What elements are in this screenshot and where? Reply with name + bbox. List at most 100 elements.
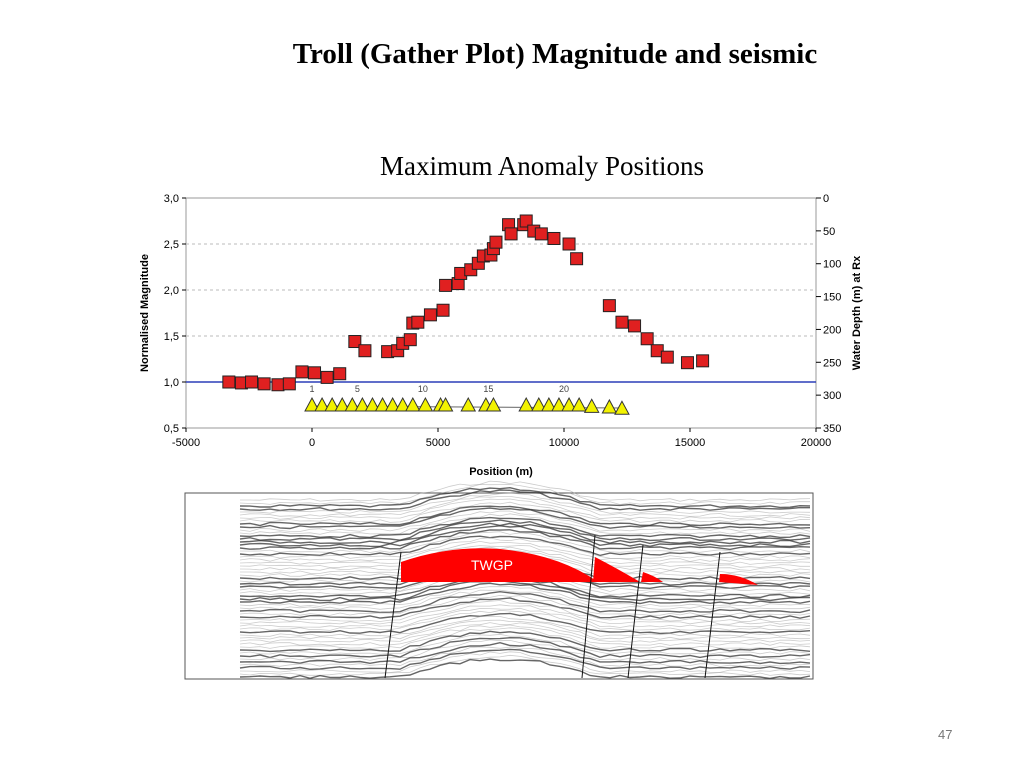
y2-tick-label: 0 <box>823 193 829 205</box>
magnitude-marker <box>504 227 518 241</box>
seismic-reflector <box>239 597 811 619</box>
magnitude-marker <box>696 354 710 368</box>
seismic-section-image: TWGP <box>184 480 814 680</box>
x-axis-title: Position (m) <box>469 466 533 478</box>
receiver-marker <box>344 396 361 412</box>
seismic-reflector <box>239 600 811 622</box>
receiver-marker <box>324 396 340 412</box>
seismic-reflector <box>239 496 811 517</box>
twgp-reservoir-segment <box>641 572 663 582</box>
x-tick-label: 0 <box>309 437 315 449</box>
seismic-reflector <box>239 612 811 635</box>
magnitude-marker <box>640 332 654 346</box>
magnitude-marker <box>308 366 322 380</box>
receiver-label: 10 <box>418 384 428 394</box>
chart-title: Maximum Anomaly Positions <box>380 151 704 181</box>
receiver-marker <box>384 396 401 412</box>
seismic-reflector <box>239 540 811 562</box>
magnitude-marker <box>534 227 548 241</box>
seismic-reflector <box>239 483 811 505</box>
twgp-label: TWGP <box>471 557 513 573</box>
seismic-reflector <box>239 579 810 602</box>
twgp-reservoir-segment <box>593 557 640 582</box>
receiver-marker <box>304 396 320 412</box>
magnitude-marker <box>333 367 347 381</box>
seismic-reflectors <box>239 480 811 680</box>
seismic-reflector <box>239 607 811 628</box>
seismic-reflector <box>239 507 811 530</box>
seismic-reflector <box>239 646 811 667</box>
seismic-reflector <box>239 501 811 523</box>
magnitude-marker <box>348 335 362 349</box>
magnitude-marker <box>436 303 450 317</box>
receiver-marker <box>374 396 391 412</box>
y-tick-label: 1,0 <box>164 377 179 389</box>
magnitude-marker <box>519 214 533 228</box>
receiver-marker <box>541 396 557 412</box>
seismic-reflector <box>239 615 811 637</box>
seismic-reflector <box>239 513 811 535</box>
magnitude-marker <box>222 375 236 389</box>
y-tick-label: 1,5 <box>164 331 179 343</box>
seismic-reflector <box>239 498 811 520</box>
receiver-marker <box>334 396 351 412</box>
receiver-marker <box>485 396 502 412</box>
receiver-marker <box>460 396 477 412</box>
seismic-reflector <box>239 641 811 665</box>
y-axis-title: Normalised Magnitude <box>139 254 151 372</box>
magnitude-marker <box>423 308 437 322</box>
receiver-marker <box>314 396 330 412</box>
seismic-reflector <box>239 535 811 557</box>
seismic-reflector <box>239 486 811 509</box>
fault-line <box>384 551 402 679</box>
receiver-marker <box>437 396 454 412</box>
y2-tick-label: 200 <box>823 324 841 336</box>
y-tick-label: 2,0 <box>164 285 179 297</box>
plot-frame <box>185 197 817 429</box>
fault-line <box>704 551 721 679</box>
seismic-reflector <box>239 589 811 610</box>
seismic-reflector <box>239 651 811 673</box>
receiver-marker <box>561 396 577 412</box>
receiver-marker <box>354 396 371 412</box>
seismic-reflector <box>239 633 811 655</box>
receiver-marker <box>364 396 381 412</box>
receiver-marker <box>601 398 618 414</box>
seismic-reflector <box>239 519 811 542</box>
receiver-marker <box>394 396 411 412</box>
x-tick-label: 5000 <box>426 437 450 449</box>
magnitude-marker <box>257 377 271 391</box>
y2-tick-label: 300 <box>823 390 841 402</box>
chart-plot-area: 0,51,01,52,02,53,0 050100150200250300350-… <box>139 193 863 478</box>
seismic-reflector <box>239 636 811 659</box>
seismic-reflector <box>239 489 811 512</box>
twgp-reservoir-main <box>401 548 598 582</box>
magnitude-marker <box>547 231 561 245</box>
y2-tick-label: 250 <box>823 357 841 369</box>
seismic-reflector <box>239 505 811 527</box>
page-number: 47 <box>938 727 953 742</box>
magnitude-marker <box>358 344 372 358</box>
magnitude-marker <box>615 315 629 329</box>
magnitude-marker <box>562 237 576 251</box>
seismic-reflector <box>239 516 811 539</box>
magnitude-marker <box>660 350 674 364</box>
x-tick-label: 20000 <box>801 437 832 449</box>
receiver-label: 1 <box>309 384 314 394</box>
magnitude-marker <box>271 378 285 392</box>
seismic-reflector <box>239 549 811 571</box>
seismic-reflector <box>239 627 811 649</box>
seismic-reflector <box>239 525 811 548</box>
y-tick-label: 3,0 <box>164 193 179 205</box>
seismic-reflector <box>239 630 811 653</box>
receiver-marker <box>404 396 421 412</box>
y-tick-label: 0,5 <box>164 423 179 435</box>
magnitude-marker <box>628 319 642 333</box>
receiver-label: 5 <box>355 384 360 394</box>
receiver-marker <box>571 396 587 412</box>
seismic-reflector <box>240 480 811 502</box>
magnitude-marker <box>245 375 259 389</box>
receiver-marker <box>518 396 535 412</box>
slide-title: Troll (Gather Plot) Magnitude and seismi… <box>292 38 818 70</box>
seismic-reflector <box>239 624 811 646</box>
